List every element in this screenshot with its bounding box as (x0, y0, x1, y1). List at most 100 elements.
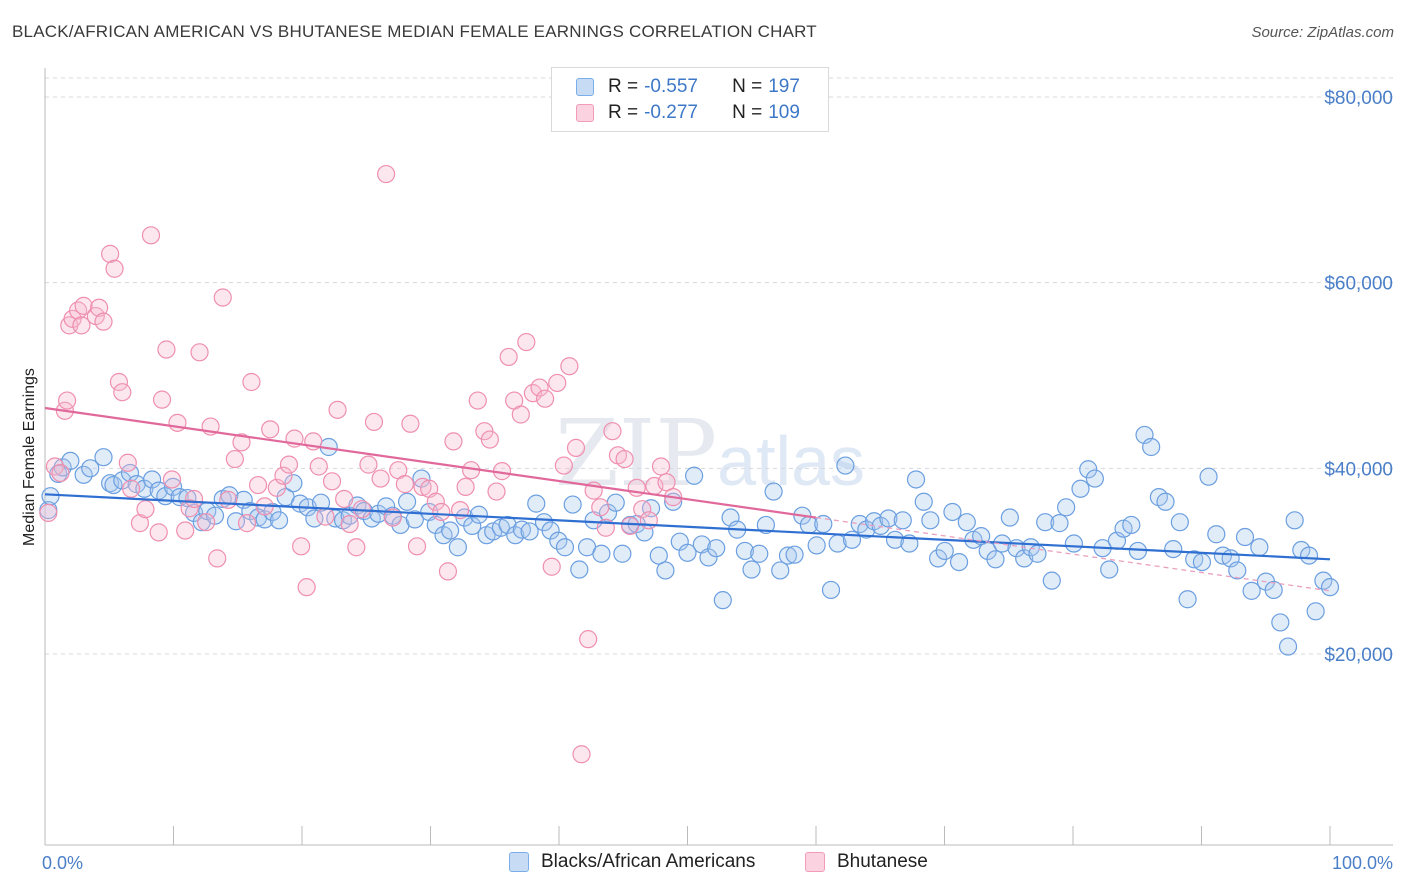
bhutanese-point (101, 244, 120, 263)
blacks-point (269, 511, 289, 530)
bhutanese-point (468, 391, 487, 410)
blacks-point (1178, 590, 1197, 609)
blacks-point (1050, 514, 1069, 533)
axes (44, 68, 1393, 846)
legend-n-value: 197 (768, 76, 800, 97)
bhutanese-point (554, 456, 573, 475)
bhutanese-point (395, 475, 414, 494)
legend-swatch-blacks (509, 852, 529, 872)
bhutanese-point (184, 489, 204, 509)
bhutanese-point (591, 498, 610, 517)
bhutanese-point (328, 400, 347, 419)
legend-row-bhutanese: R = -0.277 N = 109 (576, 101, 800, 125)
bhutanese-point (560, 357, 579, 376)
blacks-point (1156, 492, 1175, 511)
legend-item-bhutanese[interactable]: Bhutanese (805, 851, 928, 873)
bhutanese-point (535, 389, 555, 408)
bhutanese-point (190, 343, 209, 362)
blacks-point (656, 561, 675, 580)
bhutanese-point (657, 473, 676, 492)
bhutanese-point (72, 316, 91, 335)
blacks-point (914, 492, 933, 511)
blacks-point (405, 510, 424, 529)
chart-title: BLACK/AFRICAN AMERICAN VS BHUTANESE MEDI… (12, 22, 817, 41)
bhutanese-point (456, 477, 475, 496)
bhutanese-point (297, 578, 316, 597)
bhutanese-point (248, 475, 268, 495)
bhutanese-point (130, 514, 150, 533)
blacks-point (906, 470, 926, 489)
blacks-point (935, 541, 954, 561)
blacks-point (1057, 498, 1076, 517)
legend-item-blacks[interactable]: Blacks/African Americans (509, 851, 755, 873)
blacks-point (305, 509, 324, 528)
bhutanese-point (176, 521, 195, 540)
bhutanese-point (149, 523, 168, 542)
blacks-point (1228, 561, 1247, 580)
blacks-point (1320, 578, 1340, 597)
blacks-point (943, 502, 962, 522)
y-axis-label: Median Female Earnings (21, 368, 38, 546)
blacks-point (74, 465, 93, 484)
legend-row-blacks: R = -0.557 N = 197 (576, 75, 800, 99)
bhutanese-point (322, 472, 342, 491)
blacks-point (541, 521, 560, 540)
bhutanese-point (383, 508, 402, 527)
blacks-point (163, 477, 183, 496)
legend-swatch-bhutanese (805, 852, 825, 872)
bhutanese-point (487, 482, 506, 501)
blacks-point (1192, 552, 1212, 572)
blacks-point (949, 552, 969, 572)
blacks-point (921, 511, 940, 530)
blacks-point (1036, 513, 1055, 532)
bhutanese-point (438, 562, 458, 581)
bhutanese-point (94, 312, 113, 331)
bhutanese-point (109, 372, 129, 392)
legend-swatch-blacks (576, 78, 594, 96)
bhutanese-point (511, 405, 530, 424)
blacks-point (1242, 581, 1261, 600)
blacks-point (41, 487, 60, 506)
bhutanese-point (39, 503, 58, 522)
bhutanese-point (542, 557, 561, 576)
bhutanese-point (225, 449, 244, 469)
blacks-point (1071, 479, 1090, 498)
bhutanese-point (51, 463, 70, 483)
blacks-point (1000, 508, 1019, 527)
bhutanese-point (347, 538, 366, 557)
blacks-point (81, 459, 100, 478)
blacks-point (1042, 571, 1061, 590)
bhutanese-point (136, 500, 155, 519)
bhutanese-point (279, 455, 299, 474)
blacks-point (1314, 571, 1333, 590)
bhutanese-point (105, 259, 124, 278)
bhutanese-point (615, 449, 634, 469)
blacks-point (469, 505, 488, 524)
bhutanese-point (401, 414, 420, 433)
bhutanese-point (237, 514, 257, 533)
bhutanese-point (274, 466, 293, 485)
correlation-legend: R = -0.557 N = 197 R = -0.277 N = 109 (551, 67, 829, 132)
blacks-point (255, 510, 274, 529)
blacks-point (520, 522, 539, 541)
blacks-point (764, 482, 783, 501)
blacks-point (613, 544, 632, 563)
blacks-point (1142, 437, 1161, 457)
bhutanese-point (499, 347, 518, 367)
bhutanese-point (639, 511, 658, 530)
bhutanese-point (517, 332, 536, 352)
bhutanese-point (572, 745, 591, 764)
blacks-point (742, 560, 761, 579)
watermark-sub: atlas (717, 422, 866, 500)
y-tick-label: $40,000 (1324, 459, 1393, 480)
legend-swatch-bhutanese (576, 104, 594, 122)
bhutanese-point (413, 477, 432, 496)
trend-line-blacks (44, 493, 1331, 561)
blacks-point (699, 548, 718, 567)
blacks-point (713, 591, 732, 610)
blacks-point (1085, 469, 1104, 488)
blacks-point (1079, 460, 1098, 479)
legend-r-label: R = (608, 102, 639, 123)
bhutanese-point (316, 507, 335, 526)
bhutanese-point (432, 502, 451, 522)
